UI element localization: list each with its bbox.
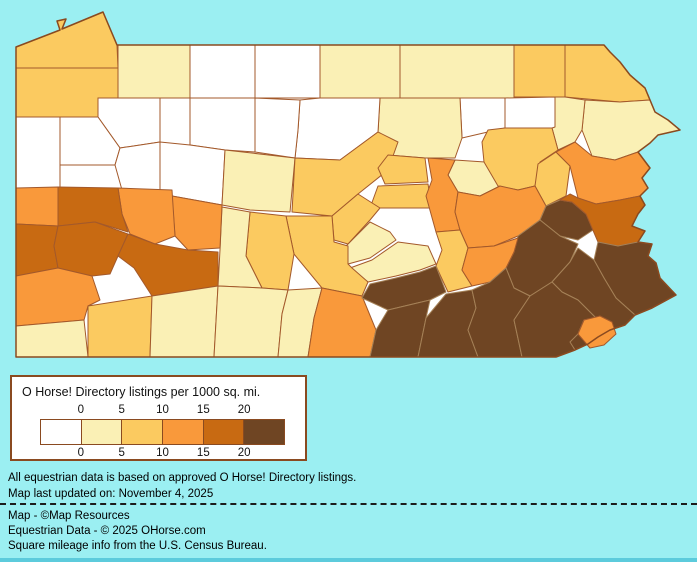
county-region-region-56 xyxy=(149,285,219,358)
legend-tick-label: 15 xyxy=(196,447,210,459)
legend-color-ramp xyxy=(40,419,285,445)
legend-tick-label: 20 xyxy=(237,447,251,459)
county-region-region-03 xyxy=(116,44,191,99)
census-credit: Square mileage info from the U.S. Census… xyxy=(8,540,267,552)
legend-title: O Horse! Directory listings per 1000 sq.… xyxy=(22,385,261,399)
legend-swatch-1 xyxy=(81,420,123,444)
county-region-region-40 xyxy=(349,241,437,283)
county-regions xyxy=(15,11,681,358)
legend-swatch-2 xyxy=(122,420,164,444)
data-source-note: All equestrian data is based on approved… xyxy=(8,472,357,484)
legend-swatch-4 xyxy=(203,420,245,444)
legend-swatch-0 xyxy=(41,420,82,444)
county-region-region-17 xyxy=(189,97,256,153)
county-region-region-49 xyxy=(15,186,59,227)
county-region-region-07 xyxy=(399,44,515,99)
legend-swatch-5 xyxy=(244,420,285,444)
legend-tick-label: 10 xyxy=(156,447,169,459)
legend-tick-label: 5 xyxy=(118,447,125,459)
county-region-region-51 xyxy=(53,221,129,277)
dashed-separator xyxy=(0,503,697,505)
legend-swatch-3 xyxy=(163,420,204,444)
legend-tick-label: 15 xyxy=(196,404,210,416)
county-region-region-54 xyxy=(15,319,89,358)
map-credit: Map - ©Map Resources xyxy=(8,510,130,522)
county-region-region-26 xyxy=(369,183,433,209)
county-region-region-05 xyxy=(254,44,321,99)
county-region-region-10 xyxy=(581,99,681,161)
county-region-region-22 xyxy=(114,141,161,191)
legend-ticks-top: 0 5 10 15 20 xyxy=(12,404,305,418)
county-region-region-23 xyxy=(221,149,296,213)
pennsylvania-county-map xyxy=(15,11,681,358)
county-region-region-06 xyxy=(319,44,401,99)
legend-tick-label: 0 xyxy=(77,447,85,459)
county-region-region-57 xyxy=(213,285,289,358)
county-region-region-55 xyxy=(87,295,153,358)
county-region-region-04 xyxy=(189,44,256,99)
legend-tick-label: 20 xyxy=(237,404,251,416)
last-updated-note: Map last updated on: November 4, 2025 xyxy=(8,488,214,500)
county-region-region-08 xyxy=(513,44,566,98)
county-region-region-16 xyxy=(254,97,301,159)
legend-tick-label: 10 xyxy=(156,404,169,416)
legend-tick-label: 5 xyxy=(118,404,125,416)
county-region-region-09 xyxy=(564,44,651,103)
county-region-region-01 xyxy=(15,11,119,69)
legend-box: O Horse! Directory listings per 1000 sq.… xyxy=(10,375,307,461)
county-region-region-25 xyxy=(377,154,429,185)
data-credit: Equestrian Data - © 2025 OHorse.com xyxy=(8,525,206,537)
county-region-region-50 xyxy=(15,223,59,277)
county-region-region-12 xyxy=(504,96,556,129)
state-outline xyxy=(15,11,681,358)
legend-ticks-bottom: 0 5 10 15 20 xyxy=(12,447,305,461)
legend-tick-label: 0 xyxy=(77,404,85,416)
county-region-region-66 xyxy=(577,315,617,349)
county-region-region-60 xyxy=(361,265,447,311)
county-region-region-43 xyxy=(285,215,369,297)
county-region-region-20 xyxy=(15,116,61,189)
state-outline-stroke xyxy=(15,11,681,358)
bottom-edge-strip xyxy=(0,558,697,562)
